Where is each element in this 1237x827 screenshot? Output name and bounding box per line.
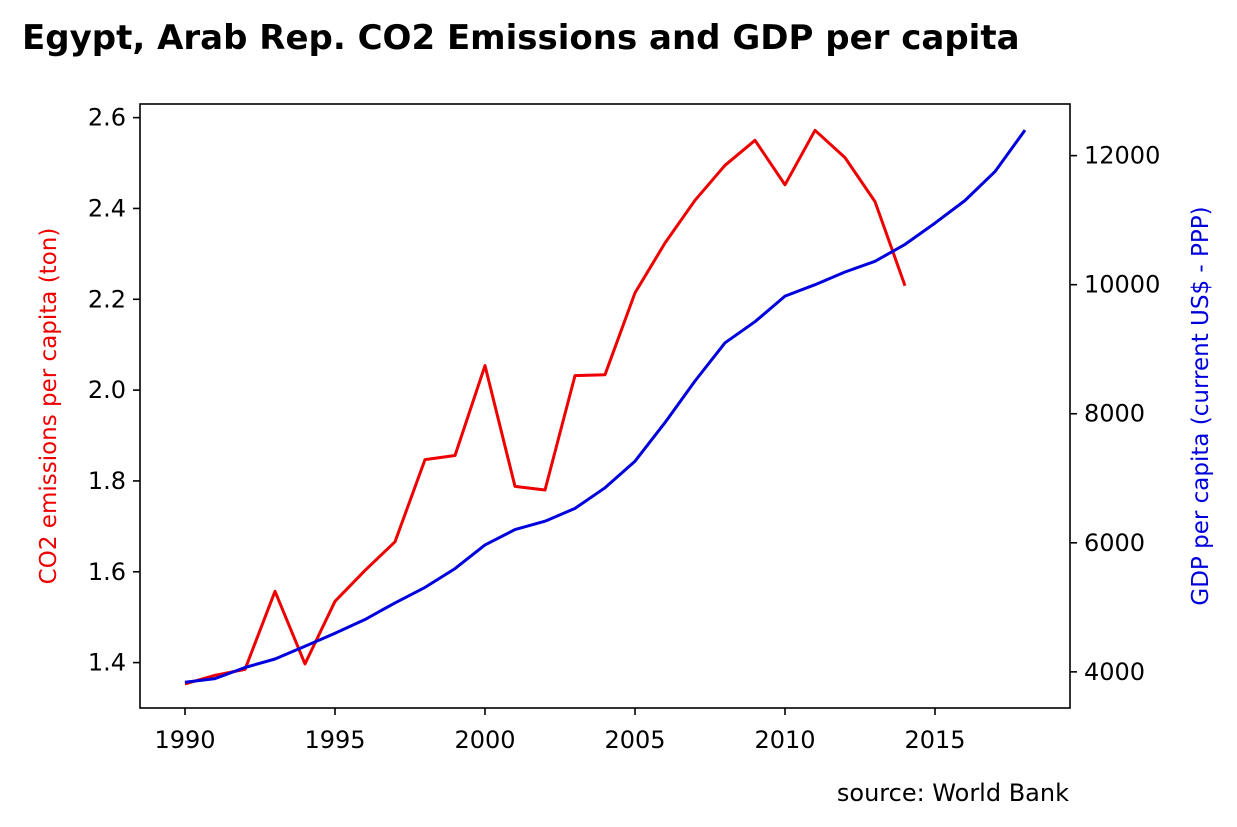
x-tick-label: 1990 <box>154 726 215 754</box>
x-tick-label: 2010 <box>754 726 815 754</box>
left-tick-label: 2.4 <box>88 194 126 222</box>
left-y-axis: 1.4 1.6 1.8 2.0 2.2 2.4 2.6 <box>88 104 140 677</box>
right-tick-label: 4000 <box>1084 658 1145 686</box>
left-tick-label: 1.4 <box>88 649 126 677</box>
right-tick-label: 12000 <box>1084 142 1160 170</box>
chart-title: Egypt, Arab Rep. CO2 Emissions and GDP p… <box>22 18 1020 58</box>
right-tick-label: 8000 <box>1084 400 1145 428</box>
right-axis-label: GDP per capita (current US$ - PPP) <box>1188 206 1214 605</box>
right-tick-label: 10000 <box>1084 271 1160 299</box>
x-tick-label: 2015 <box>904 726 965 754</box>
x-tick-label: 2005 <box>604 726 665 754</box>
series-layer <box>184 128 1027 686</box>
left-tick-label: 2.0 <box>88 376 126 404</box>
co2-line <box>184 128 907 686</box>
left-axis-label: CO2 emissions per capita (ton) <box>36 228 62 585</box>
right-y-axis: 4000 6000 8000 10000 12000 <box>1070 142 1160 686</box>
gdp-line <box>184 129 1027 684</box>
x-tick-label: 1995 <box>304 726 365 754</box>
x-tick-label: 2000 <box>454 726 515 754</box>
left-tick-label: 2.2 <box>88 285 126 313</box>
x-axis: 1990 1995 2000 2005 2010 2015 <box>154 708 966 754</box>
left-tick-label: 1.6 <box>88 558 126 586</box>
plot-area <box>139 103 1071 709</box>
left-tick-label: 1.8 <box>88 467 126 495</box>
source-note: source: World Bank <box>837 779 1069 807</box>
left-tick-label: 2.6 <box>88 104 126 132</box>
right-tick-label: 6000 <box>1084 529 1145 557</box>
